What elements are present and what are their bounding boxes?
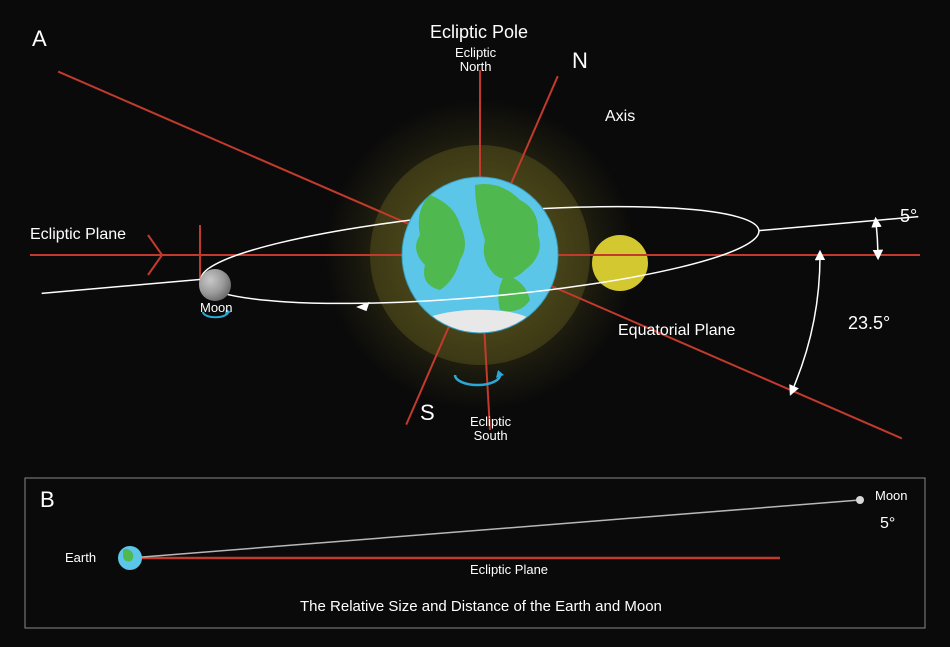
deg235-label: 23.5° xyxy=(848,313,890,334)
moon-label-a: Moon xyxy=(200,300,233,315)
equatorial-plane-label: Equatorial Plane xyxy=(618,322,735,340)
moon-label-b: Moon xyxy=(875,488,908,503)
moon-b xyxy=(856,496,864,504)
deg5-label-a: 5° xyxy=(900,206,917,227)
diagram-svg xyxy=(0,0,950,647)
diagram-container: A Ecliptic Pole EclipticNorth N Axis Ecl… xyxy=(0,0,950,647)
panel-b-caption: The Relative Size and Distance of the Ea… xyxy=(300,598,662,615)
earth-label-b: Earth xyxy=(65,550,96,565)
panel-b-letter: B xyxy=(40,487,55,513)
ecliptic-plane-label-b: Ecliptic Plane xyxy=(470,562,548,577)
axis-label: Axis xyxy=(605,108,635,126)
s-label: S xyxy=(420,400,435,426)
moon-orbit-line-b xyxy=(130,500,860,558)
n-label: N xyxy=(572,48,588,74)
ecliptic-tick-2 xyxy=(148,255,162,275)
moon-a xyxy=(199,269,231,301)
angle-235-arc xyxy=(792,255,820,391)
panel-a-letter: A xyxy=(32,26,47,52)
ecliptic-north-label: EclipticNorth xyxy=(455,46,496,74)
angle-5-arc xyxy=(876,222,878,255)
ecliptic-plane-label-a: Ecliptic Plane xyxy=(30,226,126,244)
earth-b xyxy=(118,546,142,570)
ecliptic-pole-label: Ecliptic Pole xyxy=(430,22,528,43)
ecliptic-south-label: EclipticSouth xyxy=(470,415,511,443)
ecliptic-tick-1 xyxy=(148,235,162,255)
deg5-label-b: 5° xyxy=(880,515,895,533)
